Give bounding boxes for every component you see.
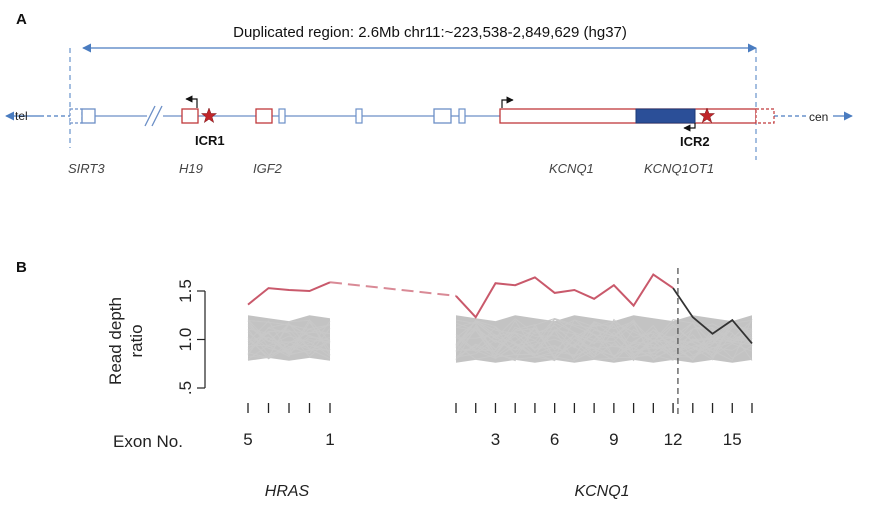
gene-label-igf2: IGF2 — [253, 161, 283, 176]
icr2-promoter-arrow — [683, 123, 696, 132]
control-trace — [455, 327, 753, 362]
control-trace — [455, 322, 753, 358]
control-trace — [455, 323, 753, 357]
icr2-star-icon — [698, 107, 716, 124]
patient-line-kcnq1-normal — [672, 287, 753, 344]
x-tick-label: 6 — [550, 430, 559, 449]
patient-gap-connector — [329, 281, 457, 297]
icr1-label: ICR1 — [195, 133, 225, 148]
x-axis-label: Exon No. — [113, 432, 183, 451]
patient-line-kcnq1-duplicated — [455, 273, 674, 319]
h19-promoter-arrow — [185, 95, 198, 108]
control-trace — [455, 317, 753, 362]
control-trace — [247, 331, 331, 359]
gene-exon-box-2 — [433, 108, 452, 124]
x-tick-label: 15 — [723, 430, 742, 449]
y-tick-label: .5 — [176, 381, 195, 395]
y-tick-label: 1.0 — [176, 328, 195, 352]
duplicated-region-label: Duplicated region: 2.6Mb chr11:~223,538-… — [233, 24, 627, 41]
control-traces — [247, 315, 753, 363]
control-trace — [455, 318, 753, 362]
gene-label-kcnq1: KCNQ1 — [549, 161, 594, 176]
gene-label-h19: H19 — [179, 161, 203, 176]
kcnq1-partial-box — [755, 108, 775, 124]
y-axis-label-line1: Read depth — [106, 297, 125, 385]
x-tick-label: 9 — [609, 430, 618, 449]
panel-a-label: A — [16, 11, 27, 28]
x-tick-label: 5 — [243, 430, 252, 449]
h19-box — [181, 108, 199, 124]
gene-exon-box-1 — [355, 108, 363, 124]
igf2-exon-box — [278, 108, 286, 124]
gene-label-sirt3: SIRT3 — [68, 161, 105, 176]
control-trace — [247, 322, 331, 360]
sirt3-partial-box — [69, 108, 83, 124]
control-trace — [247, 319, 331, 342]
patient-line-hras — [247, 281, 331, 306]
kcnq1-promoter-arrow — [501, 96, 514, 108]
x-tick-label: 12 — [664, 430, 683, 449]
kcnq1-box — [499, 108, 757, 124]
control-trace — [455, 331, 753, 362]
y-axis-label-line2: ratio — [127, 324, 146, 357]
chromosome-break-1 — [144, 105, 156, 127]
y-tick-label: 1.5 — [176, 279, 195, 303]
tel-label: tel — [15, 109, 28, 123]
control-trace — [247, 335, 331, 360]
icr1-star-icon — [200, 107, 218, 124]
control-trace — [247, 324, 331, 355]
y-axis: 1.5 1.0 .5 — [176, 279, 206, 395]
patient-trace — [247, 268, 753, 415]
x-tick-label: 1 — [325, 430, 334, 449]
panel-b-label: B — [16, 259, 27, 276]
control-trace — [455, 318, 753, 360]
gene-label-kcnq1ot1: KCNQ1OT1 — [644, 161, 714, 176]
chromosome-break-2 — [151, 105, 163, 127]
control-trace — [455, 318, 753, 359]
kcnq1-gene-label: KCNQ1 — [574, 483, 629, 500]
igf2-box — [255, 108, 273, 124]
x-tick-label: 3 — [491, 430, 500, 449]
icr2-label: ICR2 — [680, 134, 710, 149]
control-trace — [247, 324, 331, 354]
cen-label: cen — [809, 110, 828, 124]
hras-gene-label: HRAS — [265, 483, 310, 500]
sirt3-box — [81, 108, 96, 124]
kcnq1ot1-block — [635, 108, 696, 124]
gene-exon-box-3 — [458, 108, 466, 124]
x-axis: 5 1 3 6 9 12 15 — [243, 403, 753, 449]
